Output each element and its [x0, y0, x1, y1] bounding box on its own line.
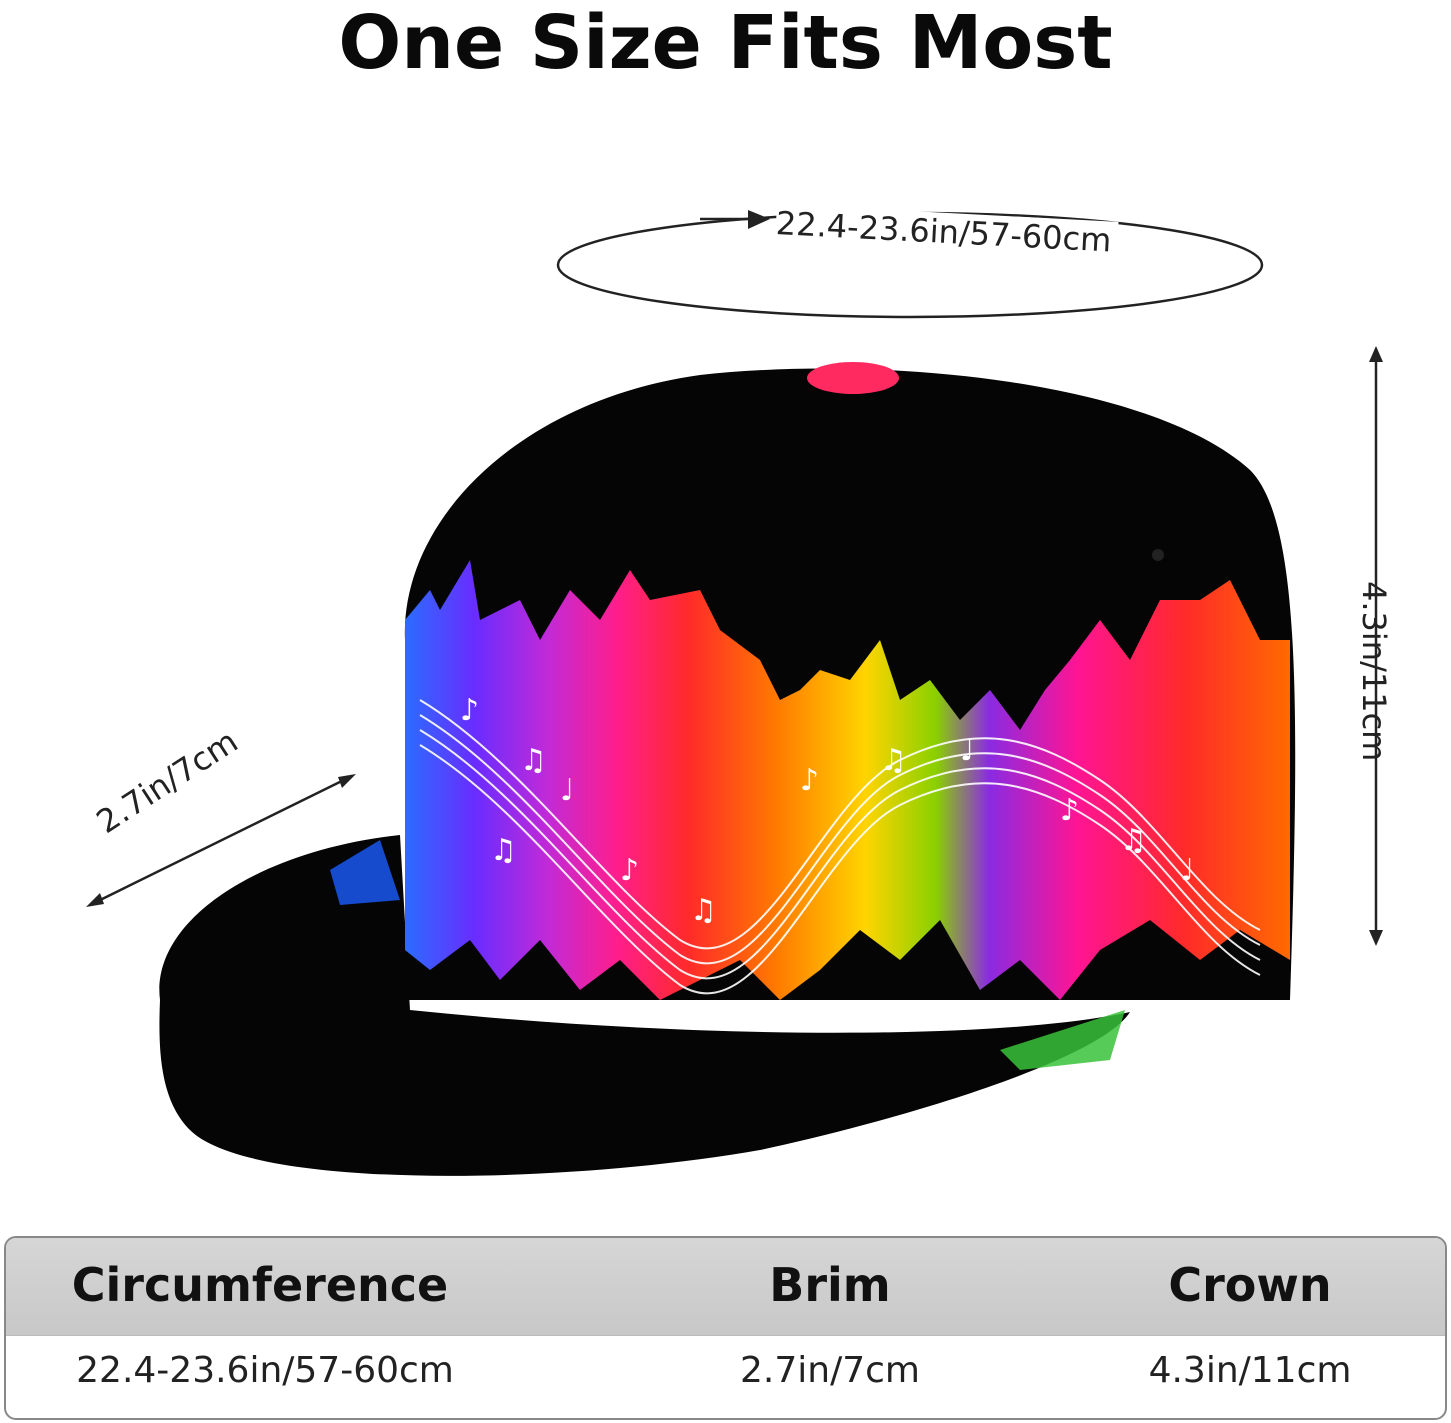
value-brim: 2.7in/7cm [740, 1350, 920, 1391]
value-circumference: 22.4-23.6in/57-60cm [76, 1350, 454, 1391]
header-circumference: Circumference [71, 1258, 449, 1312]
size-table-header [6, 1238, 1445, 1336]
svg-text:♪: ♪ [800, 763, 819, 798]
size-table [4, 1236, 1447, 1420]
svg-text:♫: ♫ [520, 743, 547, 778]
crown-label: 4.3in/11cm [1355, 581, 1393, 762]
value-crown: 4.3in/11cm [1148, 1350, 1352, 1391]
svg-text:♫: ♫ [690, 893, 717, 928]
svg-text:♩: ♩ [960, 733, 974, 768]
header-brim: Brim [769, 1258, 891, 1312]
header-crown: Crown [1168, 1258, 1332, 1312]
crown-height-indicator [1369, 346, 1383, 946]
svg-text:♩: ♩ [1180, 853, 1194, 888]
svg-text:♪: ♪ [620, 853, 639, 888]
svg-text:♩: ♩ [560, 773, 574, 808]
cap-top-button [807, 362, 899, 394]
svg-text:♪: ♪ [460, 693, 479, 728]
svg-text:♫: ♫ [1120, 823, 1147, 858]
svg-text:♫: ♫ [490, 833, 517, 868]
page-title: One Size Fits Most [338, 0, 1113, 86]
svg-text:♪: ♪ [1060, 793, 1079, 828]
cap-brim [159, 835, 1130, 1176]
rainbow-soundwave-pattern: ♪ ♫ ♩ ♪ ♫ ♪ ♫ ♩ ♪ ♫ ♩ ♫ [405, 560, 1290, 1000]
svg-text:♫: ♫ [880, 743, 907, 778]
brim-length-indicator [86, 774, 356, 907]
